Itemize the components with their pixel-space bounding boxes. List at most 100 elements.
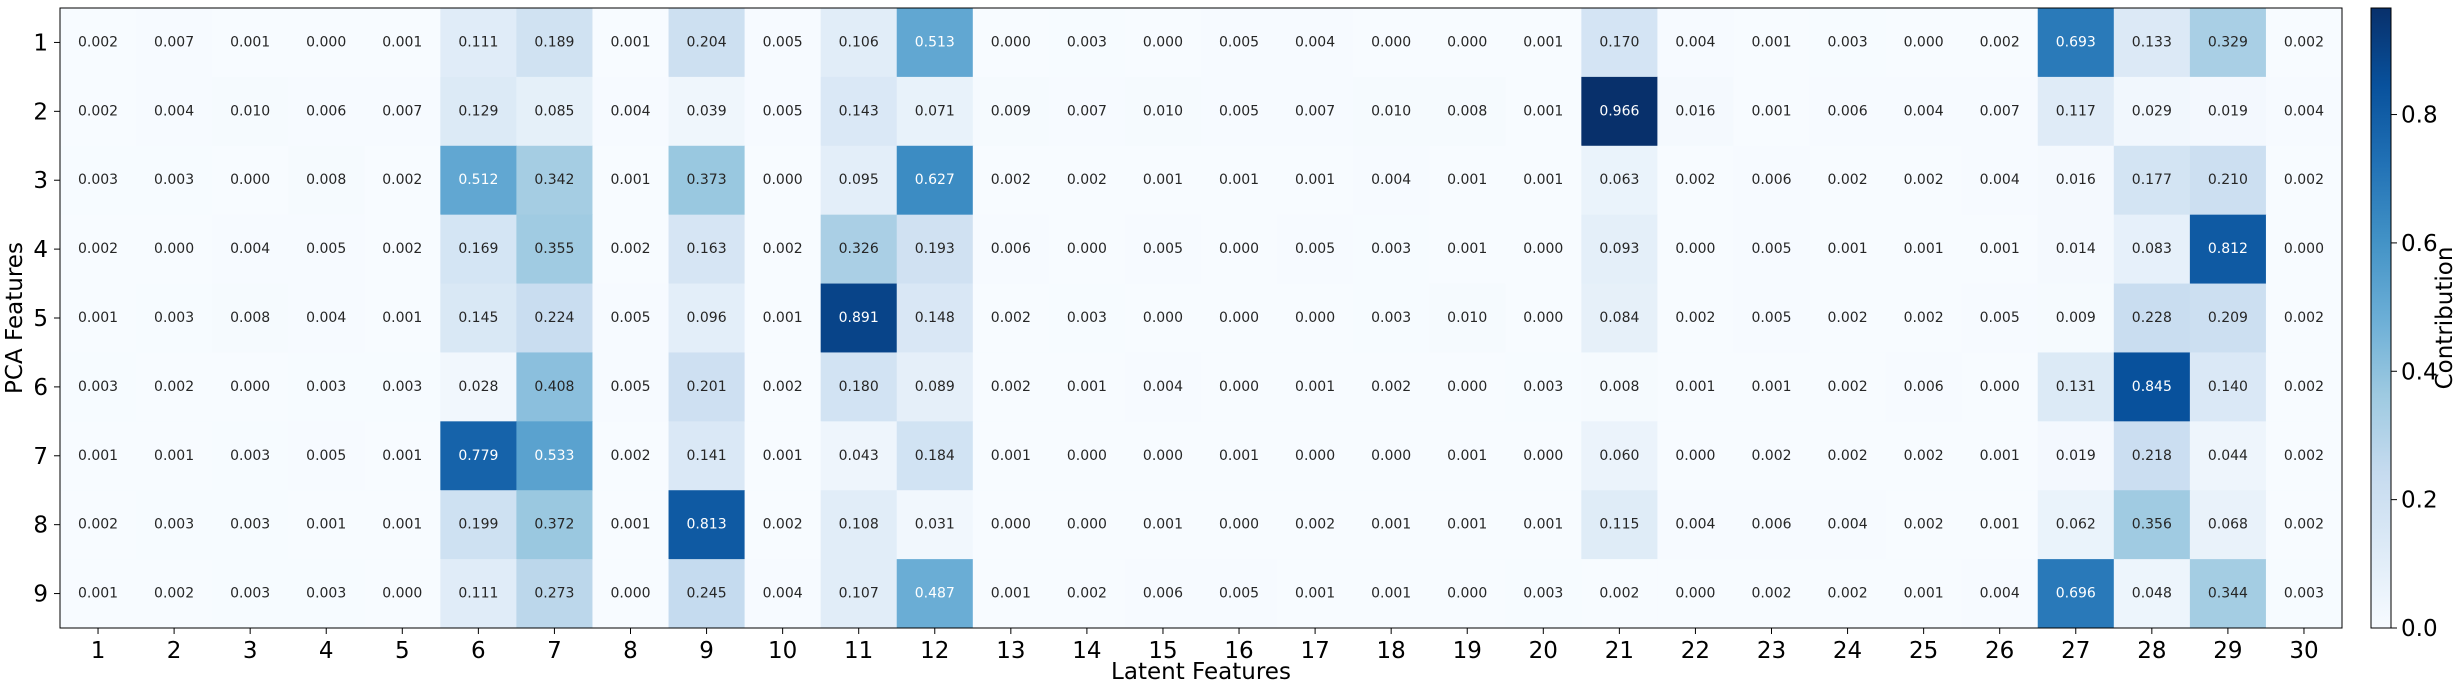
heatmap-cell [972,559,1050,629]
cell-value-label: 0.193 [915,241,955,257]
cell-value-label: 0.001 [1904,241,1944,257]
cell-value-label: 0.004 [610,103,650,119]
cell-value-label: 0.002 [991,379,1031,395]
cell-value-label: 0.006 [1751,172,1791,188]
cell-value-label: 0.062 [2056,517,2096,533]
cell-value-label: 0.003 [382,379,422,395]
heatmap-cell [1048,559,1126,629]
heatmap-cell [1733,352,1811,422]
cell-value-label: 0.001 [1067,379,1107,395]
heatmap-cell [364,145,441,216]
x-tick-label: 30 [2289,638,2318,664]
cell-value-label: 0.145 [458,310,498,326]
cell-value-label: 0.002 [763,241,803,257]
cell-value-label: 0.329 [2208,34,2248,50]
heatmap-cell [212,145,289,216]
heatmap-cell [2037,76,2115,147]
cell-value-label: 0.016 [1675,103,1715,119]
heatmap-cell [1048,214,1126,285]
heatmap-cell [668,8,746,78]
cell-value-label: 0.002 [2284,34,2324,50]
cell-value-label: 0.002 [78,241,118,257]
cell-value-label: 0.000 [1143,310,1183,326]
heatmap-cell [1124,8,1202,78]
heatmap-cell [60,421,137,491]
heatmap-cell [1505,283,1582,353]
heatmap-cell [136,283,213,353]
cell-value-label: 0.533 [534,448,574,464]
heatmap-cell [1353,283,1430,353]
heatmap-cell [440,76,517,147]
heatmap-cell [440,145,517,216]
heatmap-cell [2113,8,2191,78]
heatmap-cell [212,283,289,353]
x-tick-label: 29 [2213,638,2242,664]
cell-value-label: 0.004 [1371,172,1411,188]
x-tick-label: 4 [319,638,334,664]
heatmap-cell [820,490,898,560]
heatmap-cell [288,283,365,353]
heatmap-cell [2037,8,2115,78]
cell-value-label: 0.001 [1523,34,1563,50]
heatmap-cell [972,352,1050,422]
heatmap-cell [1277,76,1354,147]
heatmap-cell [972,283,1050,353]
cell-value-label: 0.004 [1828,517,1868,533]
cell-value-label: 0.163 [687,241,727,257]
cell-value-label: 0.693 [2056,34,2096,50]
heatmap-cell [592,283,670,353]
cell-value-label: 0.177 [2132,172,2172,188]
heatmap-cell [592,8,670,78]
heatmap-cell [364,8,441,78]
heatmap-cell [1581,490,1658,560]
cell-value-label: 0.001 [1447,448,1487,464]
cell-value-label: 0.009 [991,103,1031,119]
colorbar-tick-label: 0.6 [2401,231,2438,257]
cell-value-label: 0.184 [915,448,955,464]
cell-value-label: 0.000 [1523,310,1563,326]
cell-value-label: 0.001 [78,448,118,464]
cell-value-label: 0.143 [839,103,879,119]
cell-value-label: 0.005 [1143,241,1183,257]
cell-value-label: 0.002 [1980,34,2020,50]
heatmap-cell [1733,145,1811,216]
y-tick-label: 9 [33,582,48,608]
cell-value-label: 0.131 [2056,379,2096,395]
cell-value-label: 0.063 [1599,172,1639,188]
heatmap-cell [668,352,746,422]
heatmap-cell [744,214,822,285]
heatmap-cell [592,421,670,491]
cell-value-label: 0.001 [382,517,422,533]
cell-value-label: 0.010 [1447,310,1487,326]
cell-value-label: 0.001 [1980,448,2020,464]
cell-value-label: 0.019 [2056,448,2096,464]
cell-value-label: 0.001 [230,34,270,50]
heatmap-cell [820,145,898,216]
cell-value-label: 0.002 [78,34,118,50]
heatmap-cell [1505,145,1582,216]
x-tick-label: 9 [699,638,714,664]
cell-value-label: 0.000 [154,241,194,257]
heatmap-cell [820,8,898,78]
colorbar: 0.0 0.2 0.4 0.6 0.8 Contribution [2370,7,2458,642]
heatmap-cell [1733,8,1811,78]
heatmap-cell [1733,559,1811,629]
y-tick-label: 7 [33,444,48,470]
heatmap-cell [1961,490,2039,560]
cell-value-label: 0.005 [610,310,650,326]
cell-value-label: 0.019 [2208,103,2248,119]
heatmap-cell [896,283,974,353]
heatmap-cell [2189,76,2267,147]
colorbar-tick-label: 0.0 [2401,616,2438,642]
cell-value-label: 0.006 [1828,103,1868,119]
heatmap-cell [972,76,1050,147]
heatmap-cell [2189,214,2267,285]
heatmap-cell [136,559,213,629]
cell-value-label: 0.002 [2284,172,2324,188]
x-tick-label: 22 [1681,638,1710,664]
cell-value-label: 0.001 [763,310,803,326]
heatmap-cell [1201,283,1278,353]
cell-value-label: 0.273 [534,586,574,602]
heatmap-cell [592,352,670,422]
x-tick-label: 10 [768,638,797,664]
